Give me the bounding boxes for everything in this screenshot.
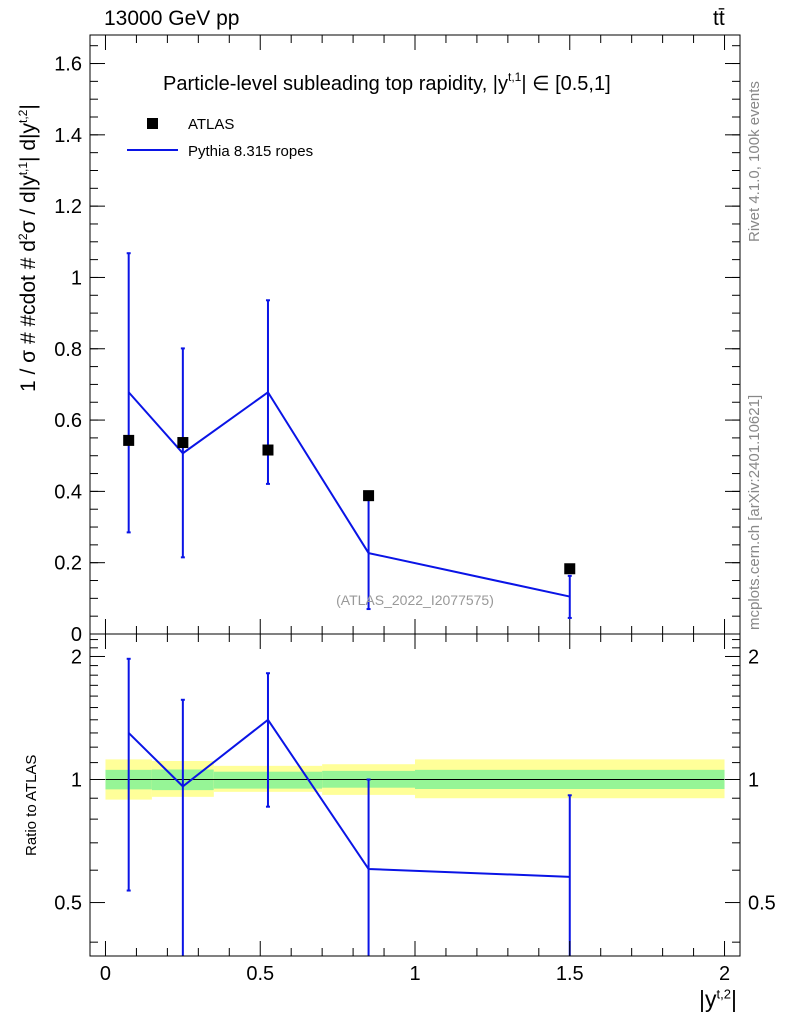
atlas-data-point — [262, 444, 274, 456]
ratio-y-tick-label-right: 2 — [748, 646, 759, 668]
mc-line-group — [127, 390, 570, 598]
x-tick-label: 0.5 — [246, 963, 274, 985]
legend-marker-atlas — [147, 118, 158, 129]
process-label: tt̄ — [713, 7, 725, 30]
legend-label-pythia: Pythia 8.315 ropes — [188, 143, 313, 160]
atlas-data-point — [363, 490, 375, 502]
ratio-y-tick-label-left: 0.5 — [54, 893, 82, 915]
x-tick-label: 2 — [719, 963, 730, 985]
main-y-tick-label: 1.2 — [54, 196, 82, 218]
main-axis-ticks: 0 0.2 0.4 0.6 0.8 1 1.2 1.4 1.6 — [54, 35, 740, 646]
atlas-data-point — [123, 434, 135, 446]
main-y-tick-label: 1.4 — [54, 125, 82, 147]
main-y-tick-label: 1.6 — [54, 54, 82, 76]
chart-title: Particle-level subleading top rapidity, … — [163, 70, 611, 95]
ratio-error-bars — [126, 657, 572, 956]
analysis-watermark: (ATLAS_2022_I2077575) — [336, 592, 494, 608]
main-error-bars — [126, 252, 572, 619]
ratio-mc-line-group — [127, 718, 570, 878]
ratio-y-tick-label-left: 1 — [71, 770, 82, 792]
atlas-data-point — [564, 563, 576, 575]
main-panel: 0 0.2 0.4 0.6 0.8 1 1.2 1.4 1.6 ATLAS Pythia 8.3… — [54, 34, 741, 646]
x-tick-label: 0 — [100, 963, 111, 985]
main-y-tick-label: 1 — [71, 267, 82, 289]
energy-label: 13000 GeV pp — [104, 7, 240, 30]
mcplots-label: mcplots.cern.ch [arXiv:2401.10621] — [746, 394, 763, 630]
ratio-y-axis-label: Ratio to ATLAS — [23, 754, 40, 856]
ratio-y-tick-label-right: 1 — [748, 770, 759, 792]
main-y-tick-label: 0.6 — [54, 410, 82, 432]
legend-label-atlas: ATLAS — [188, 116, 234, 133]
ratio-y-tick-label-right: 0.5 — [748, 893, 776, 915]
ratio-mc-line — [127, 718, 570, 878]
main-y-axis-label: 1 / σ # #cdot # d2σ / d|yt,1| d|yt,2| — [16, 104, 40, 392]
main-y-tick-label: 0.8 — [54, 339, 82, 361]
legend: ATLAS Pythia 8.315 ropes — [127, 116, 313, 160]
rivet-version-label: Rivet 4.1.0, 100k events — [746, 81, 763, 242]
ratio-panel: 0.5 0.5 1 1 2 2 0 0.5 1 1.5 2 — [54, 633, 776, 985]
x-tick-label: 1.5 — [556, 963, 584, 985]
mc-line — [127, 390, 570, 598]
main-y-tick-label: 0.2 — [54, 553, 82, 575]
main-y-tick-label: 0 — [71, 624, 82, 646]
data-points — [123, 434, 576, 575]
x-axis-label: |yt,2| — [699, 986, 737, 1012]
x-tick-label: 1 — [409, 963, 420, 985]
ratio-y-tick-label-left: 2 — [71, 646, 82, 668]
atlas-data-point — [177, 437, 189, 449]
ratio-axis-ticks: 0.5 0.5 1 1 2 2 0 0.5 1 1.5 2 — [54, 634, 776, 985]
main-y-tick-label: 0.4 — [54, 481, 82, 503]
